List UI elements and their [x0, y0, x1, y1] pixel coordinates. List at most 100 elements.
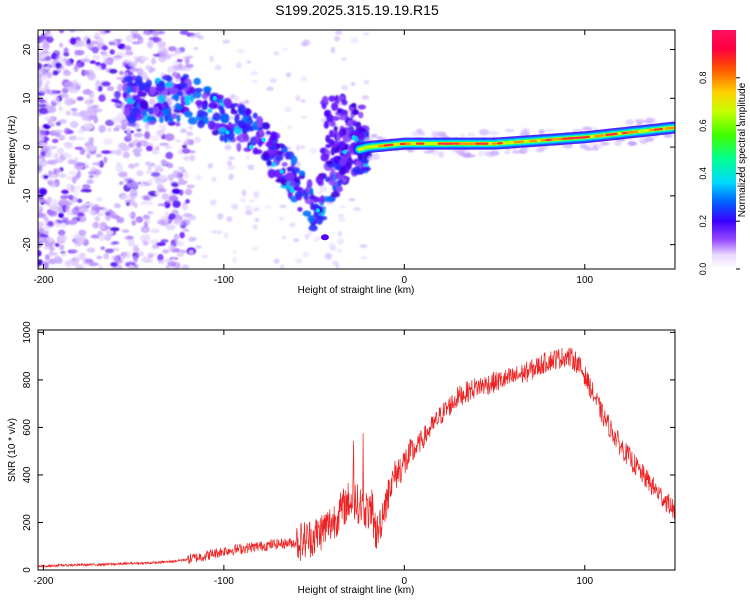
spectrogram-noise-blob: [145, 64, 152, 71]
spectrogram-noise-blob: [156, 184, 165, 193]
spectrogram-noise-blob: [172, 64, 182, 71]
spectrogram-ridge-blob: [159, 116, 164, 124]
spectrogram-ridge-blob: [330, 191, 341, 198]
spectrogram-noise-blob: [104, 248, 114, 254]
spectrogram-noise-blob: [127, 238, 135, 247]
spectrogram-noise-blob: [190, 34, 196, 40]
spectrogram-noise-blob: [164, 133, 175, 142]
spectrogram-noise-blob: [157, 253, 164, 262]
spectrogram-noise-blob: [579, 143, 587, 149]
spectrogram-noise-blob: [235, 61, 242, 69]
spectrogram-noise-blob: [459, 153, 471, 157]
spectrogram-noise-blob: [57, 229, 66, 236]
spectrogram-noise-blob: [46, 36, 54, 43]
spectrogram-ridge-blob: [201, 92, 208, 100]
spectrogram-noise-blob: [183, 67, 192, 72]
spectrogram-ridge-blob: [334, 99, 340, 104]
spectrogram-noise-blob: [228, 156, 235, 160]
y-tick-label: 600: [22, 419, 33, 436]
spectrogram-noise-blob: [63, 47, 69, 55]
spectrogram-noise-blob: [61, 189, 69, 195]
spectrogram-ridge-blob: [290, 166, 301, 174]
spectrogram-noise-blob: [74, 236, 84, 245]
spectrogram-ridge-blob: [176, 114, 181, 123]
spectrogram-noise-blob: [38, 157, 42, 164]
x-tick-label: 100: [576, 576, 593, 587]
spectrogram-noise-blob: [101, 150, 112, 154]
spectrogram-noise-blob: [307, 230, 313, 236]
spectrogram-noise-blob: [171, 188, 181, 195]
spectrogram-noise-blob: [38, 212, 47, 219]
spectrogram-frame: [37, 29, 676, 270]
spectrogram-noise-blob: [309, 147, 317, 154]
spectrogram-noise-blob: [46, 105, 57, 114]
x-tick-label: 0: [402, 576, 408, 587]
spectrogram-noise-blob: [302, 251, 309, 258]
spectrogram-noise-blob: [92, 169, 102, 176]
spectrogram-noise-blob: [273, 258, 280, 264]
spectrogram-ridge-blob: [252, 112, 258, 119]
spectrogram-ridge-blob: [275, 143, 286, 149]
spectrogram-noise-blob: [64, 68, 69, 74]
spectrogram-noise-blob: [103, 59, 108, 64]
spectrogram-ridge-blob: [319, 195, 325, 204]
snr-background: [38, 330, 675, 570]
spectrogram-noise-blob: [332, 260, 339, 266]
spectrogram-noise-blob: [350, 82, 356, 87]
spectrogram-noise-blob: [58, 199, 69, 206]
spectrogram-noise-blob: [90, 234, 101, 239]
spectrogram-noise-blob: [189, 154, 196, 162]
spectrogram-noise-blob: [38, 38, 45, 42]
spectrogram-noise-blob: [302, 39, 311, 46]
spectrogram-noise-blob: [644, 136, 655, 142]
spectrogram-ridge-blob: [335, 144, 341, 153]
spectrogram-ridge-blob: [308, 224, 318, 232]
spectrogram-noise-blob: [171, 258, 176, 262]
spectrogram-noise-blob: [359, 244, 368, 249]
spectrogram-noise-blob: [55, 121, 62, 126]
spectrogram-noise-blob: [157, 260, 165, 264]
spectrogram-noise-blob: [264, 205, 272, 209]
spectrogram-noise-blob: [353, 206, 361, 212]
spectrogram-noise-blob: [47, 179, 54, 185]
spectrogram-ridge-blob: [326, 114, 335, 123]
spectrogram-noise-blob: [217, 213, 224, 220]
spectrogram-peak: [351, 135, 356, 140]
y-tick-label: 1000: [22, 321, 33, 344]
spectrogram-noise-blob: [79, 252, 86, 260]
spectrogram-noise-blob: [127, 212, 132, 217]
spectrogram-ridge-blob: [197, 119, 205, 129]
spectrogram-noise-blob: [144, 215, 151, 224]
spectrogram-ridge-blob: [330, 168, 335, 173]
spectrogram-noise-blob: [137, 36, 143, 40]
spectrogram-noise-blob: [92, 104, 99, 109]
spectrogram-noise-blob: [133, 132, 144, 138]
spectrogram-ridge-blob: [338, 115, 347, 121]
spectrogram-ridge-blob: [338, 129, 344, 138]
spectrogram-peak: [654, 127, 664, 131]
spectrogram-ridge-blob: [194, 87, 203, 93]
spectrogram-noise-blob: [38, 228, 45, 234]
spectrogram-ridge-blob: [253, 149, 263, 155]
spectrogram-noise-blob: [146, 200, 154, 206]
spectrogram-ridge-blob: [335, 185, 343, 193]
spectrogram-ridge-blob: [203, 86, 212, 93]
spectrogram-ylabel: Frequency (Hz): [7, 116, 18, 185]
spectrogram-noise-blob: [91, 46, 99, 54]
spectrogram-noise-blob: [38, 140, 43, 148]
spectrogram-noise-blob: [362, 32, 370, 36]
spectrogram-noise-blob: [250, 70, 259, 76]
spectrogram-noise-blob: [114, 259, 123, 264]
spectrogram-noise-blob: [334, 35, 340, 42]
spectrogram-noise-blob: [68, 170, 78, 176]
spectrogram-noise-blob: [127, 260, 134, 266]
snr-frame: [37, 329, 676, 571]
spectrogram-noise-blob: [62, 57, 67, 63]
spectrogram-ridge-blob: [158, 80, 163, 88]
spectrogram-noise-blob: [65, 97, 75, 105]
spectrogram-noise-blob: [182, 144, 188, 149]
spectrogram-noise-blob: [341, 57, 347, 61]
spectrogram-ridge-blob: [165, 76, 173, 82]
spectrogram-noise-blob: [52, 70, 59, 76]
spectrogram-noise-blob: [144, 130, 150, 139]
